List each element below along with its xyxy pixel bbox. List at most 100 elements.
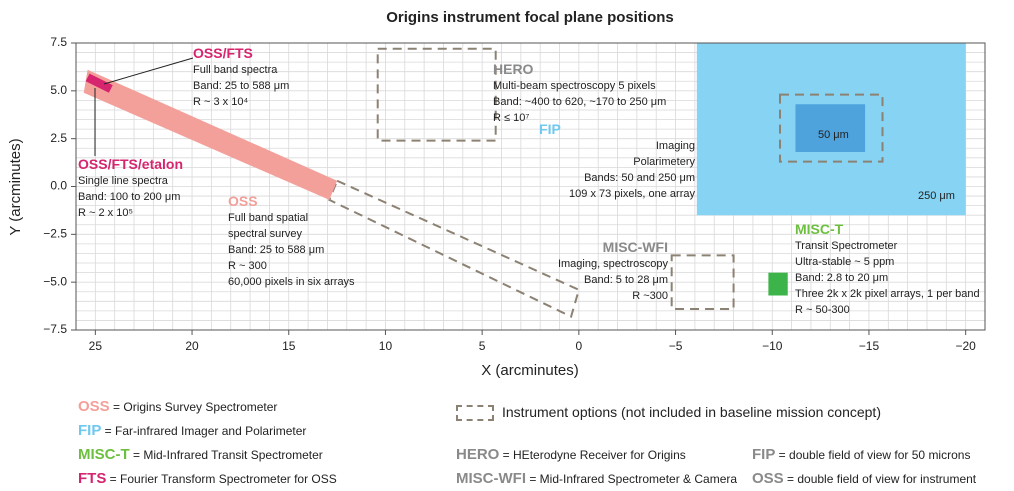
annotation: FIP Imaging Polarimetery Bands: 50 and 250 … (539, 120, 695, 202)
legend-item: MISC-T = Mid-Infrared Transit Spectromet… (78, 446, 323, 463)
legend-text: = Mid-Infrared Transit Spectrometer (129, 448, 323, 462)
legend-key: FIP (78, 422, 102, 439)
y-tick-label: 0.0 (50, 179, 67, 193)
chart-title: Origins instrument focal plane positions (386, 9, 674, 26)
annotation-line: Band: ~400 to 620, ~170 to 250 μm (493, 96, 667, 108)
annotation-line: Band: 5 to 28 μm (584, 274, 668, 286)
legend-text: = Far-infrared Imager and Polarimeter (101, 424, 307, 438)
annotation-line: Band: 100 to 200 μm (78, 191, 181, 203)
annotation: OSS Full band spatial spectral survey Band:… (228, 192, 355, 290)
legend-item: HERO = HEterodyne Receiver for Origins (456, 446, 686, 463)
annotation-line: Three 2k x 2k pixel arrays, 1 per band (795, 288, 980, 300)
y-tick-label: 2.5 (50, 131, 67, 145)
region-label: 250 μm (918, 190, 955, 202)
option-outline (328, 179, 581, 319)
y-axis-label: Y (arcminutes) (7, 138, 24, 235)
annotation: MISC-T Transit Spectrometer Ultra-stable ~… (795, 220, 980, 318)
annotation: HERO Multi-beam spectroscopy 5 pixels Band… (493, 60, 666, 126)
annotation: MISC-WFI Imaging, spectroscopy Band: 5 to … (558, 238, 668, 304)
annotation-line: Imaging (655, 140, 695, 152)
annotation-line: Transit Spectrometer (795, 240, 898, 252)
annotation-title: MISC-T (795, 221, 844, 237)
x-tick-label: 15 (282, 339, 296, 353)
region (768, 272, 788, 296)
legend-text: = Mid-Infrared Spectrometer & Camera (525, 472, 738, 486)
region (795, 104, 866, 153)
annotation-line: R ~ 2 x 10⁵ (78, 207, 134, 219)
annotation-line: Band: 25 to 588 μm (193, 80, 290, 92)
dashed-icon (456, 405, 494, 422)
region (83, 69, 338, 200)
x-tick-label: −5 (669, 339, 683, 353)
legend-item: FIP = double field of view for 50 micron… (752, 446, 970, 463)
x-tick-label: 5 (479, 339, 486, 353)
legend-key: FIP (752, 446, 776, 463)
legend-key: FTS (78, 470, 107, 487)
annotation-line: Multi-beam spectroscopy 5 pixels (493, 80, 656, 92)
x-tick-label: −20 (955, 339, 976, 353)
annotation-title: OSS/FTS/etalon (78, 156, 184, 172)
annotation-title: MISC-WFI (602, 239, 668, 255)
annotation-line: Full band spectra (193, 64, 278, 76)
annotation-line: spectral survey (228, 228, 302, 240)
legend-key: MISC-WFI (456, 470, 526, 487)
legend-item: FIP = Far-infrared Imager and Polarimete… (78, 422, 306, 439)
x-tick-label: −15 (859, 339, 880, 353)
region-label: 50 μm (818, 129, 849, 141)
legend-key: MISC-T (78, 446, 130, 463)
options-note: Instrument options (not included in base… (456, 404, 881, 422)
x-tick-label: 25 (89, 339, 103, 353)
y-tick-label: −7.5 (43, 322, 67, 336)
annotation-line: R ~ 300 (228, 260, 267, 272)
legend-key: OSS (78, 398, 110, 415)
leader-line (103, 57, 194, 85)
y-tick-label: −2.5 (43, 227, 67, 241)
plot: 25 20 15 10 5 0 −5 −10 −15 −20 7.5 5.0 2.5 0.0 −2.5 −5.… (43, 35, 986, 353)
legend-key: HERO (456, 446, 500, 463)
annotation-line: Band: 2.8 to 20 μm (795, 272, 889, 284)
legend-text: = Fourier Transform Spectrometer for OSS (106, 472, 337, 486)
legend-key: OSS (752, 470, 784, 487)
annotation-line: Imaging, spectroscopy (557, 258, 668, 270)
annotation-line: Band: 25 to 588 μm (228, 244, 325, 256)
annotation-line: Bands: 50 and 250 μm (584, 172, 695, 184)
legend-item: FTS = Fourier Transform Spectrometer for… (78, 470, 337, 487)
annotation-title: FIP (539, 121, 561, 137)
annotation-line: Single line spectra (78, 175, 168, 187)
x-tick-label: 20 (185, 339, 199, 353)
legend-item: OSS = double field of view for instrumen… (752, 470, 976, 487)
x-axis-label: X (arcminutes) (481, 362, 579, 379)
annotation-line: R ~300 (632, 290, 668, 302)
legend-text: = double field of view for instrument (783, 472, 977, 486)
annotation-title: OSS/FTS (193, 45, 253, 61)
y-tick-label: 5.0 (50, 83, 67, 97)
y-tick-label: 7.5 (50, 35, 67, 49)
x-tick-label: −10 (762, 339, 783, 353)
annotation-line: Polarimetery (633, 156, 695, 168)
legend-text: = double field of view for 50 microns (775, 448, 971, 462)
annotation-title: HERO (493, 61, 534, 77)
annotation: OSS/FTS/etalon Single line spectra Band: 1… (78, 155, 183, 221)
annotation: OSS/FTS Full band spectra Band: 25 to 588 … (193, 44, 289, 110)
x-tick-label: 10 (379, 339, 393, 353)
annotation-line: R ~ 50-300 (795, 304, 850, 316)
annotation-line: R ≤ 10⁷ (493, 112, 530, 124)
legend-item: OSS = Origins Survey Spectrometer (78, 398, 277, 415)
y-tick-label: −5.0 (43, 274, 67, 288)
annotation-title: OSS (228, 193, 258, 209)
annotation-line: R ~ 3 x 10⁴ (193, 96, 249, 108)
option-outline (670, 254, 735, 310)
legend-item: MISC-WFI = Mid-Infrared Spectrometer & C… (456, 470, 737, 487)
annotation-line: Full band spatial (228, 212, 309, 224)
options-text: Instrument options (not included in base… (502, 404, 881, 420)
region (85, 73, 113, 93)
annotation-line: Ultra-stable ~ 5 ppm (795, 256, 895, 268)
option-outline (376, 47, 497, 142)
x-tick-label: 0 (576, 339, 583, 353)
legend-text: = Origins Survey Spectrometer (109, 400, 278, 414)
legend-text: = HEterodyne Receiver for Origins (499, 448, 686, 462)
annotation-line: 109 x 73 pixels, one array (569, 188, 695, 200)
annotation-line: 60,000 pixels in six arrays (228, 276, 355, 288)
